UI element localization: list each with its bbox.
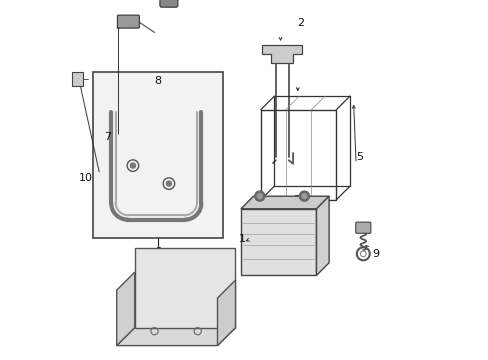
Polygon shape bbox=[241, 196, 328, 209]
Circle shape bbox=[301, 194, 306, 199]
FancyBboxPatch shape bbox=[117, 15, 139, 28]
Text: 5: 5 bbox=[355, 152, 363, 162]
Polygon shape bbox=[262, 45, 302, 63]
Text: 1: 1 bbox=[239, 234, 245, 244]
Circle shape bbox=[166, 181, 171, 186]
FancyBboxPatch shape bbox=[160, 0, 178, 7]
Text: 6: 6 bbox=[154, 247, 161, 257]
Circle shape bbox=[257, 194, 262, 199]
Circle shape bbox=[299, 191, 309, 201]
Text: 8: 8 bbox=[154, 76, 162, 86]
Text: 7: 7 bbox=[104, 132, 111, 142]
Polygon shape bbox=[72, 72, 82, 86]
Text: 9: 9 bbox=[371, 249, 379, 259]
Polygon shape bbox=[217, 280, 235, 346]
Text: 3: 3 bbox=[293, 195, 300, 205]
Bar bbox=[241, 209, 316, 275]
Circle shape bbox=[130, 163, 135, 168]
Text: 4: 4 bbox=[131, 278, 138, 288]
Text: 10: 10 bbox=[78, 173, 92, 183]
Circle shape bbox=[254, 191, 264, 201]
FancyBboxPatch shape bbox=[355, 222, 370, 233]
Polygon shape bbox=[134, 248, 235, 328]
Polygon shape bbox=[117, 272, 134, 346]
Polygon shape bbox=[316, 196, 328, 275]
Polygon shape bbox=[117, 328, 235, 346]
Text: 2: 2 bbox=[296, 18, 303, 28]
Bar bbox=[93, 72, 223, 238]
